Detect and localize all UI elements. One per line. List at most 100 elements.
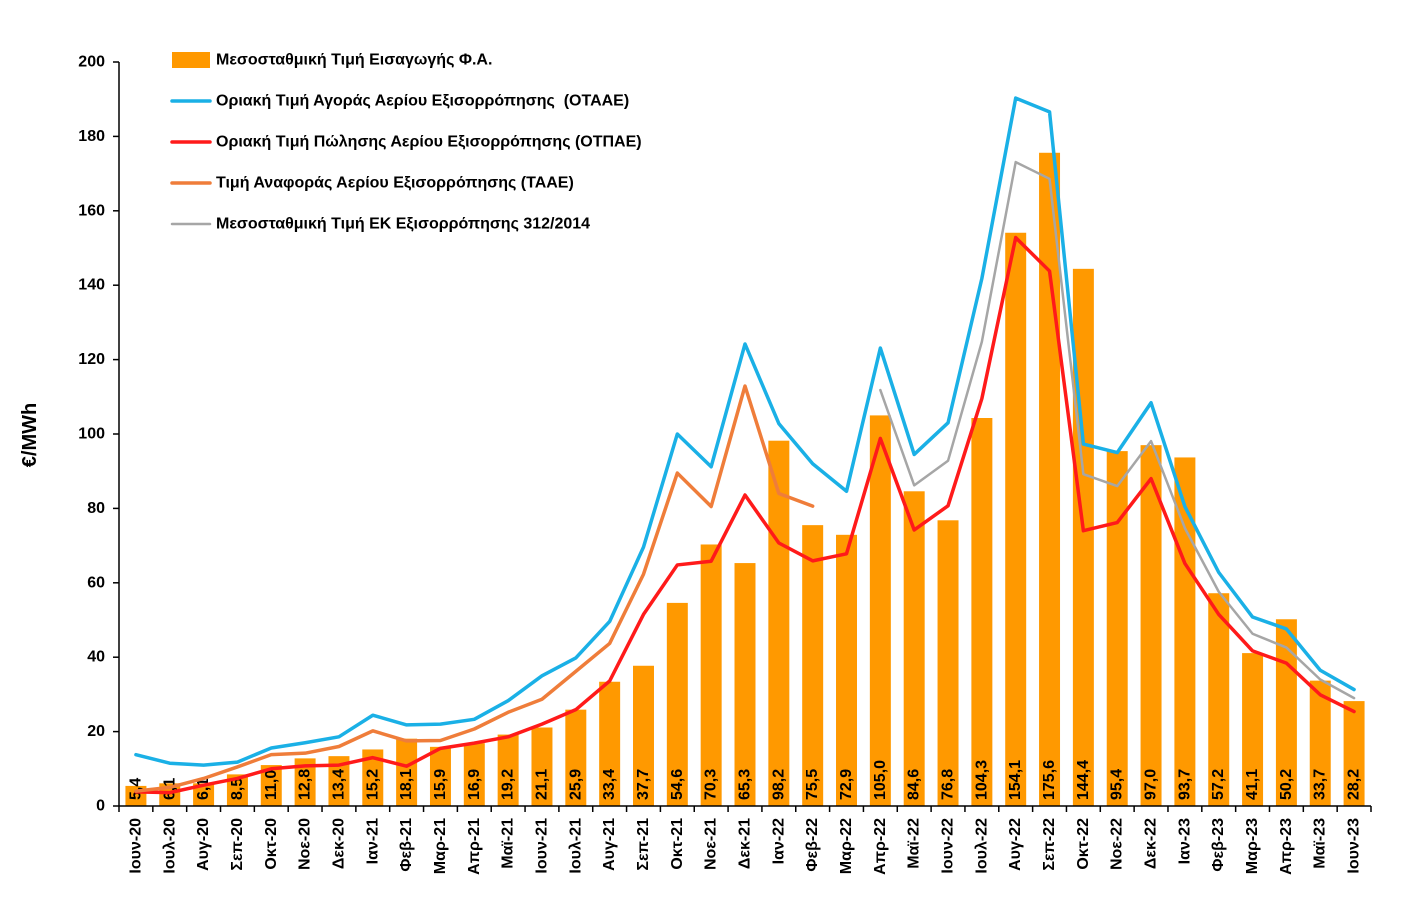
legend-label-4: Μεσοσταθμική Τιμή ΕΚ Εξισορρόπησης 312/2…	[216, 216, 590, 233]
x-tick-label-3: Σεπ-20	[229, 818, 246, 871]
x-tick-label-14: Αυγ-21	[601, 818, 618, 871]
bar-label-27: 175,6	[1041, 760, 1058, 800]
x-tick-label-24: Ιουν-22	[940, 818, 957, 874]
bar-label-11: 19,2	[500, 769, 517, 800]
legend-label-1: Οριακή Τιμή Αγοράς Αερίου Εξισορρόπησης …	[216, 93, 629, 110]
bar-label-19: 98,2	[770, 769, 787, 800]
x-tick-label-18: Δεκ-21	[737, 818, 754, 869]
bar-label-33: 41,1	[1244, 769, 1261, 800]
x-tick-label-13: Ιουλ-21	[567, 818, 584, 874]
x-tick-label-0: Ιουν-20	[127, 818, 144, 874]
bar-9	[429, 746, 451, 806]
bar-label-28: 144,4	[1075, 760, 1092, 800]
legend: Μεσοσταθμική Τιμή Εισαγωγής Φ.Α. Οριακή Τ…	[170, 52, 642, 233]
x-tick-label-8: Φεβ-21	[398, 818, 415, 872]
bar-label-3: 8,5	[229, 778, 246, 800]
x-tick-label-1: Ιουλ-20	[161, 818, 178, 874]
y-tick-label-100: 100	[78, 426, 105, 443]
y-tick-label-120: 120	[78, 351, 105, 368]
x-tick-label-6: Δεκ-20	[330, 818, 347, 869]
x-tick-label-7: Ιαν-21	[364, 818, 381, 864]
bar-25	[971, 418, 993, 806]
bar-label-31: 93,7	[1176, 769, 1193, 800]
y-tick-label-20: 20	[87, 723, 105, 740]
y-tick-label-160: 160	[78, 202, 105, 219]
bar-label-21: 72,9	[838, 769, 855, 800]
bar-15	[633, 665, 654, 806]
bar-13	[565, 709, 587, 806]
bar-7	[362, 749, 384, 806]
bar-label-32: 57,2	[1210, 769, 1227, 800]
bar-35	[1309, 680, 1331, 806]
x-tick-label-19: Ιαν-22	[770, 818, 787, 864]
x-tick-label-16: Οκτ-21	[669, 818, 686, 870]
bar-label-30: 97,0	[1143, 769, 1160, 800]
bar-11	[497, 734, 519, 806]
series-line-4	[879, 160, 1356, 700]
x-tick-label-34: Απρ-23	[1278, 818, 1295, 875]
bar-label-22: 105,0	[872, 760, 889, 800]
bar-20	[802, 525, 824, 806]
x-tick-label-35: Μαϊ-23	[1312, 818, 1329, 869]
bar-label-20: 75,5	[804, 769, 821, 800]
bar-label-18: 65,3	[737, 769, 754, 800]
x-tick-label-21: Μαρ-22	[838, 818, 855, 874]
bar-4	[260, 765, 282, 806]
bar-14	[599, 681, 621, 806]
x-tick-label-5: Νοε-20	[297, 818, 314, 870]
bar-36	[1343, 701, 1365, 806]
x-tick-label-15: Σεπ-21	[635, 818, 652, 871]
bar-3	[226, 774, 248, 806]
bars-layer	[125, 152, 1365, 807]
bar-label-9: 15,9	[432, 769, 449, 800]
bar-label-26: 154,1	[1007, 760, 1024, 800]
bar-label-14: 33,4	[601, 769, 618, 800]
y-tick-label-0: 0	[96, 798, 105, 815]
legend-swatch-0	[172, 52, 210, 68]
x-tick-label-33: Μαρ-23	[1244, 818, 1261, 874]
x-tick-label-11: Μαϊ-21	[500, 818, 517, 869]
x-tick-label-10: Απρ-21	[466, 818, 483, 875]
bar-label-4: 11,0	[263, 770, 280, 800]
bar-19	[768, 440, 790, 806]
y-tick-label-60: 60	[87, 574, 105, 591]
bar-label-8: 18,1	[398, 769, 415, 800]
bar-31	[1174, 457, 1196, 806]
x-tick-label-17: Νοε-21	[703, 818, 720, 870]
legend-label-0: Μεσοσταθμική Τιμή Εισαγωγής Φ.Α.	[216, 52, 492, 69]
y-axis-title: €/MWh	[19, 403, 41, 467]
x-tick-label-36: Ιουν-23	[1346, 818, 1363, 874]
legend-label-2: Οριακή Τιμή Πώλησης Αερίου Εξισορρόπησης…	[216, 134, 642, 151]
bar-16	[666, 602, 688, 806]
legend-label-3: Τιμή Αναφοράς Αερίου Εξισορρόπησης (ΤΑΑΕ…	[216, 175, 574, 192]
x-tick-label-31: Ιαν-23	[1176, 818, 1193, 864]
x-tick-label-2: Αυγ-20	[195, 818, 212, 871]
x-tick-label-29: Νοε-22	[1109, 818, 1126, 870]
bar-label-23: 84,6	[906, 769, 923, 800]
x-tick-label-9: Μαρ-21	[432, 818, 449, 874]
bar-21	[836, 534, 857, 806]
series-line-2	[134, 235, 1356, 795]
bar-22	[869, 415, 891, 806]
y-tick-label-80: 80	[87, 500, 105, 517]
x-tick-label-20: Φεβ-22	[804, 818, 821, 872]
bar-10	[463, 743, 485, 806]
x-tick-label-22: Απρ-22	[872, 818, 889, 875]
bar-label-25: 104,3	[973, 760, 990, 800]
bar-30	[1140, 445, 1162, 806]
bar-12	[531, 727, 553, 806]
lines-layer	[134, 96, 1356, 795]
bar-32	[1208, 593, 1230, 806]
bar-18	[734, 563, 756, 806]
y-tick-label-200: 200	[78, 54, 105, 71]
x-tick-label-26: Αυγ-22	[1007, 818, 1024, 871]
bar-label-29: 95,4	[1109, 769, 1126, 800]
x-tick-label-30: Δεκ-22	[1143, 818, 1160, 869]
x-tick-label-28: Οκτ-22	[1075, 818, 1092, 870]
y-tick-label-40: 40	[87, 649, 105, 666]
bar-label-7: 15,2	[364, 769, 381, 800]
bar-label-12: 21,1	[533, 769, 550, 800]
bar-label-15: 37,7	[635, 769, 652, 800]
bar-label-36: 28,2	[1346, 769, 1363, 800]
y-tick-label-140: 140	[78, 277, 105, 294]
